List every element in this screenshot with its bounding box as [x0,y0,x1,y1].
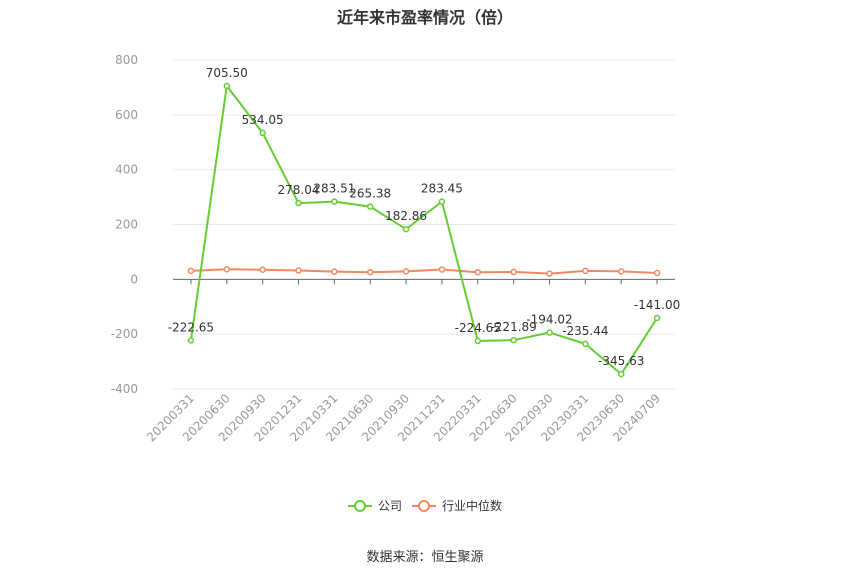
data-point [187,337,195,344]
data-point [653,269,661,277]
data-label: -141.00 [634,298,680,312]
data-label: 283.45 [421,182,463,196]
series-line [189,83,658,376]
data-label: -194.02 [526,313,572,327]
y-tick-label: 200 [115,218,138,232]
y-tick-label: 0 [130,272,138,286]
legend-label: 行业中位数 [442,498,502,513]
legend-label: 公司 [378,499,402,513]
series-lines [189,83,658,376]
data-point [223,82,231,90]
data-point [187,267,195,275]
data-point [617,268,625,275]
y-tick-label: 600 [115,108,138,122]
data-point [438,198,446,205]
y-tick-label: 400 [115,163,138,177]
data-point [402,225,410,233]
data-point [295,199,302,207]
data-point [223,265,231,273]
data-label: 534.05 [242,113,284,127]
data-label: -235.44 [562,324,608,338]
data-point [617,370,625,378]
y-tick-label: -400 [111,382,138,396]
data-label: -345.63 [598,354,644,368]
data-point [438,266,446,273]
data-point [653,314,661,322]
data-point [546,270,553,277]
data-label: 283.51 [313,182,355,196]
data-point [510,336,517,344]
x-axis: 2020033120200630202009302020123120210331… [144,278,675,444]
data-point [402,268,410,275]
y-tick-label: -200 [111,327,138,341]
data-label: 278.04 [278,183,320,197]
legend: 公司 行业中位数 [348,498,502,513]
data-point [331,268,338,275]
data-point [474,337,482,345]
data-point [546,329,553,336]
data-point [366,203,374,210]
y-axis: -400 -200 0 200 400 600 800 [111,53,138,396]
data-label: -221.89 [490,320,536,334]
series-line [190,268,658,275]
data-point [259,129,266,137]
data-label: -224.65 [455,321,501,335]
grid-lines [173,59,675,390]
data-point [510,268,517,276]
data-point [366,268,374,276]
data-label: 182.86 [385,209,427,223]
data-point [474,268,482,276]
data-point [582,267,589,275]
data-point [295,267,302,274]
data-label: 265.38 [349,187,391,201]
source-note: 数据来源：恒生聚源 [366,550,484,565]
data-point [582,340,589,348]
legend-marker [354,500,366,512]
y-tick-label: 800 [115,53,138,67]
legend-marker [418,500,430,512]
data-point [331,198,338,205]
data-label: -222.65 [168,320,214,334]
chart-title: 近年来市盈率情况（倍） [336,8,513,27]
data-point [259,266,266,273]
series-points [187,82,661,378]
data-label: 705.50 [206,66,248,80]
